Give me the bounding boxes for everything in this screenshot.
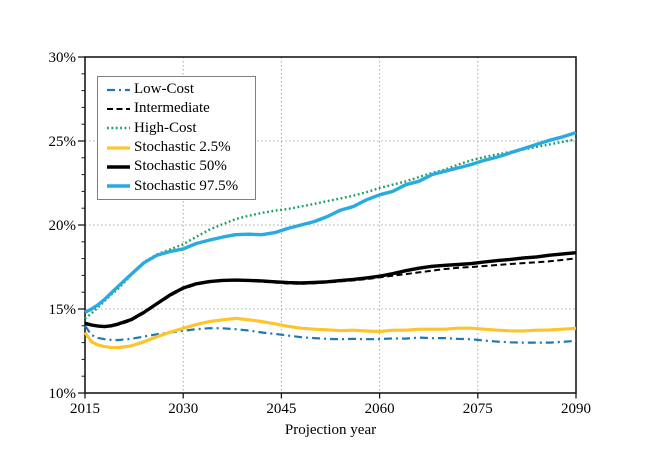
y-tick-label: 10%	[49, 386, 77, 402]
y-tick-label: 15%	[49, 302, 77, 318]
legend-label-high-cost: High-Cost	[134, 119, 197, 136]
legend-item-stochastic-97-5: Stochastic 97.5%	[98, 177, 255, 196]
x-axis-title: Projection year	[285, 422, 376, 438]
legend-label-low-cost: Low-Cost	[134, 81, 194, 98]
legend-label-stochastic-2-5: Stochastic 2.5%	[134, 139, 231, 156]
legend-label-stochastic-50: Stochastic 50%	[134, 158, 227, 175]
legend: Low-Cost Intermediate High-Cost Stochast…	[97, 76, 256, 200]
series-line-stochastic-2-5	[83, 316, 577, 350]
legend-label-intermediate: Intermediate	[134, 100, 210, 117]
legend-line-sample-stochastic-97-5	[107, 184, 130, 188]
y-tick-label: 25%	[49, 134, 77, 150]
series-line-intermediate	[84, 257, 577, 328]
legend-item-low-cost: Low-Cost	[98, 80, 255, 99]
series-line-stochastic-50	[84, 251, 577, 329]
series-line-low-cost	[84, 325, 577, 344]
y-tick-label: 30%	[49, 50, 77, 66]
legend-line-sample-stochastic-50	[107, 165, 130, 169]
legend-item-stochastic-2-5: Stochastic 2.5%	[98, 138, 255, 157]
x-tick-label: 2045	[266, 401, 296, 417]
legend-line-sample-intermediate	[107, 107, 130, 110]
legend-item-high-cost: High-Cost	[98, 119, 255, 138]
legend-line-sample-high-cost	[107, 127, 130, 130]
legend-line-sample-low-cost	[107, 88, 130, 91]
legend-item-stochastic-50: Stochastic 50%	[98, 157, 255, 176]
x-tick-label: 2075	[463, 401, 493, 417]
legend-label-stochastic-97-5: Stochastic 97.5%	[134, 177, 239, 194]
series-line-stochastic-97-5	[84, 130, 577, 314]
x-tick-label: 2090	[561, 401, 591, 417]
y-tick-label: 20%	[49, 218, 77, 234]
plot-border	[84, 56, 577, 394]
legend-item-intermediate: Intermediate	[98, 99, 255, 118]
x-tick-label: 2060	[365, 401, 395, 417]
x-tick-label: 2030	[168, 401, 198, 417]
x-tick-label: 2015	[70, 401, 100, 417]
legend-line-sample-stochastic-2-5	[107, 146, 130, 150]
